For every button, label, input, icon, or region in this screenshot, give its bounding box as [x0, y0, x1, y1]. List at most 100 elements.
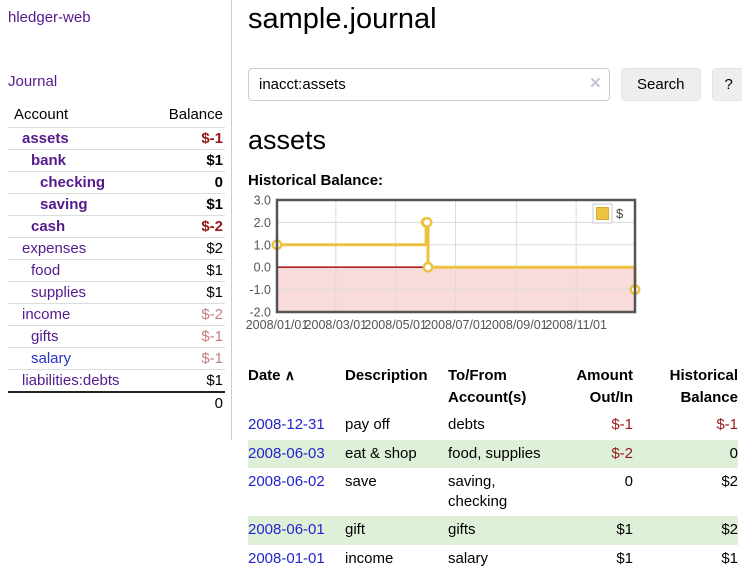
transaction-amount: 0: [624, 472, 633, 490]
account-balance: $1: [147, 193, 225, 216]
account-balance: $-1: [147, 347, 225, 370]
svg-text:0.0: 0.0: [254, 261, 271, 275]
account-row: expenses $2: [8, 237, 225, 260]
register-table: Date ∧ Description To/From Account(s) Am…: [248, 363, 738, 573]
svg-text:2008/09/01: 2008/09/01: [485, 318, 548, 332]
transaction-balance: $2: [721, 472, 738, 490]
svg-text:2008/05/01: 2008/05/01: [364, 318, 427, 332]
svg-text:2008/03/01: 2008/03/01: [305, 318, 368, 332]
column-header-description: Description: [345, 366, 428, 384]
account-link[interactable]: expenses: [22, 240, 87, 257]
account-balance: $1: [206, 372, 223, 389]
main-pane: sample.journal × Search ? assets Histori…: [232, 0, 742, 573]
column-header-balance: Historical Balance: [669, 366, 738, 406]
account-row: saving $1: [8, 193, 225, 216]
transaction-amount: $1: [616, 521, 633, 539]
accounts-header-account: Account: [8, 103, 148, 128]
transaction-date-link[interactable]: 2008-06-03: [248, 444, 325, 462]
historical-balance-chart[interactable]: 3.0 2.0 1.0 0.0 -1.0 -2.0 2008/01/01 2008/03/01…: [246, 193, 742, 342]
sidebar-item-journal[interactable]: Journal: [8, 73, 58, 90]
clear-search-icon[interactable]: ×: [589, 72, 601, 94]
account-row: food $1: [8, 259, 225, 282]
account-link[interactable]: checking: [40, 174, 106, 191]
transaction-date-link[interactable]: 2008-06-01: [248, 521, 325, 539]
transaction-amount: $-2: [611, 444, 633, 462]
accounts-header-balance: Balance: [147, 103, 225, 128]
brand-link[interactable]: hledger-web: [8, 9, 91, 26]
register-header-row: Date ∧ Description To/From Account(s) Am…: [248, 363, 738, 412]
transaction-row: 2008-06-03 eat & shop food, supplies $-2…: [248, 439, 738, 468]
transaction-balance: $2: [721, 521, 738, 539]
column-header-accounts: To/From Account(s): [448, 366, 527, 406]
account-balance: $-1: [147, 127, 225, 150]
account-link[interactable]: saving: [40, 196, 88, 213]
account-link[interactable]: supplies: [31, 284, 87, 301]
column-header-amount: Amount Out/In: [576, 366, 633, 406]
account-balance: $2: [147, 237, 225, 260]
search-button[interactable]: Search: [621, 67, 701, 101]
search-input[interactable]: [248, 67, 610, 101]
chart-title: Historical Balance:: [248, 171, 384, 189]
transaction-accounts: saving, checking: [448, 472, 508, 511]
transaction-description: pay off: [345, 416, 390, 434]
sort-ascending-icon: ∧: [284, 366, 295, 383]
accounts-total-balance: 0: [147, 391, 225, 414]
account-row: bank $1: [8, 149, 225, 172]
account-balance: $1: [147, 281, 225, 304]
transaction-date-link[interactable]: 2008-01-01: [248, 549, 325, 567]
transaction-date-link[interactable]: 2008-12-31: [248, 416, 325, 434]
svg-text:-1.0: -1.0: [249, 283, 271, 297]
transaction-balance: $-1: [716, 416, 738, 434]
accounts-table: Account Balance assets $-1 bank $1: [8, 103, 225, 414]
account-link[interactable]: liabilities:debts: [22, 372, 120, 389]
account-balance: $-1: [147, 325, 225, 348]
svg-text:-2.0: -2.0: [249, 305, 271, 319]
search-form: × Search ?: [248, 67, 742, 101]
account-link[interactable]: assets: [22, 130, 69, 147]
transaction-accounts: gifts: [448, 521, 476, 539]
transaction-amount: $-1: [611, 416, 633, 434]
transaction-balance: 0: [729, 444, 738, 462]
transaction-description: income: [345, 549, 394, 567]
account-row: gifts $-1: [8, 325, 225, 348]
transaction-date-link[interactable]: 2008-06-02: [248, 472, 325, 490]
account-balance: 0: [147, 171, 225, 194]
account-row: assets $-1: [8, 127, 225, 150]
svg-text:2.0: 2.0: [254, 216, 271, 230]
transaction-description: eat & shop: [345, 444, 417, 462]
svg-text:2008/11/01: 2008/11/01: [545, 318, 607, 332]
account-row: liabilities:debts $1: [8, 370, 225, 393]
account-row: checking 0: [8, 171, 225, 194]
transaction-accounts: debts: [448, 416, 485, 434]
account-row: income $-2: [8, 303, 225, 326]
transaction-row: 2008-06-02 save saving, checking 0 $2: [248, 468, 738, 517]
account-balance: $1: [147, 259, 225, 282]
account-link[interactable]: food: [31, 262, 61, 279]
account-link[interactable]: cash: [31, 218, 66, 235]
account-link[interactable]: gifts: [31, 328, 59, 345]
account-balance: $1: [147, 149, 225, 172]
transaction-description: gift: [345, 521, 366, 539]
svg-text:1.0: 1.0: [254, 238, 271, 252]
transaction-row: 2008-01-01 income salary $1 $1: [248, 545, 738, 573]
column-header-date[interactable]: Date ∧: [248, 366, 295, 384]
accounts-total-row: 0: [8, 391, 225, 414]
transaction-row: 2008-12-31 pay off debts $-1 $-1: [248, 411, 738, 439]
accounts-header-row: Account Balance: [8, 103, 225, 128]
svg-text:2008/01/01: 2008/01/01: [246, 318, 309, 332]
sidebar: hledger-web Journal Account Balance asse…: [0, 0, 232, 440]
transaction-balance: $1: [721, 549, 738, 567]
account-link[interactable]: income: [22, 306, 71, 323]
page-title: sample.journal: [248, 3, 437, 35]
account-balance: $-2: [147, 215, 225, 238]
search-box: ×: [248, 67, 610, 101]
account-balance: $-2: [147, 303, 225, 326]
account-link[interactable]: salary: [31, 350, 72, 367]
account-link[interactable]: bank: [31, 152, 67, 169]
transaction-row: 2008-06-01 gift gifts $1 $2: [248, 516, 738, 545]
transaction-accounts: food, supplies: [448, 444, 541, 462]
account-row: salary $-1: [8, 347, 225, 370]
transaction-accounts: salary: [448, 549, 489, 567]
svg-text:2008/07/01: 2008/07/01: [424, 318, 487, 332]
help-button[interactable]: ?: [711, 67, 742, 101]
